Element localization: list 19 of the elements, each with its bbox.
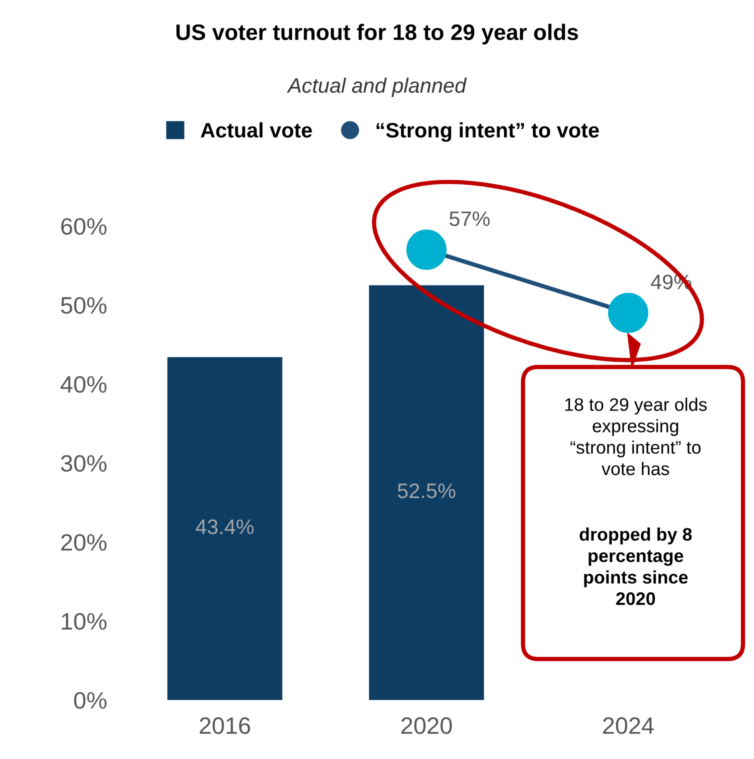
y-tick-label: 50% <box>61 297 106 314</box>
x-tick-label: 2020 <box>401 717 452 734</box>
data-label: 43.4% <box>196 519 254 534</box>
x-tick-label: 2024 <box>603 717 654 734</box>
y-tick-label: 20% <box>61 534 106 551</box>
data-label: 52.5% <box>398 483 456 498</box>
annotation: 18 to 29 year olds expressing “strong intent” to vote has <box>565 398 707 476</box>
x-tick-label: 2016 <box>200 717 250 734</box>
chart-title: US voter turnout for 18 to 29 year olds <box>176 24 578 45</box>
y-tick-label: 10% <box>62 613 106 630</box>
y-tick-label: 0% <box>74 692 106 709</box>
data-label: 57% <box>450 211 490 226</box>
y-tick-label: 30% <box>60 455 106 472</box>
legend-label: Actual vote <box>200 122 312 138</box>
chart-subtitle: Actual and planned <box>286 78 467 97</box>
y-tick-label: 60% <box>61 218 106 235</box>
y-tick-label: 40% <box>60 376 106 393</box>
annotation: dropped by 8 percentage points since 2020 <box>580 528 692 606</box>
legend-label: “Strong intent” to vote <box>376 122 599 142</box>
